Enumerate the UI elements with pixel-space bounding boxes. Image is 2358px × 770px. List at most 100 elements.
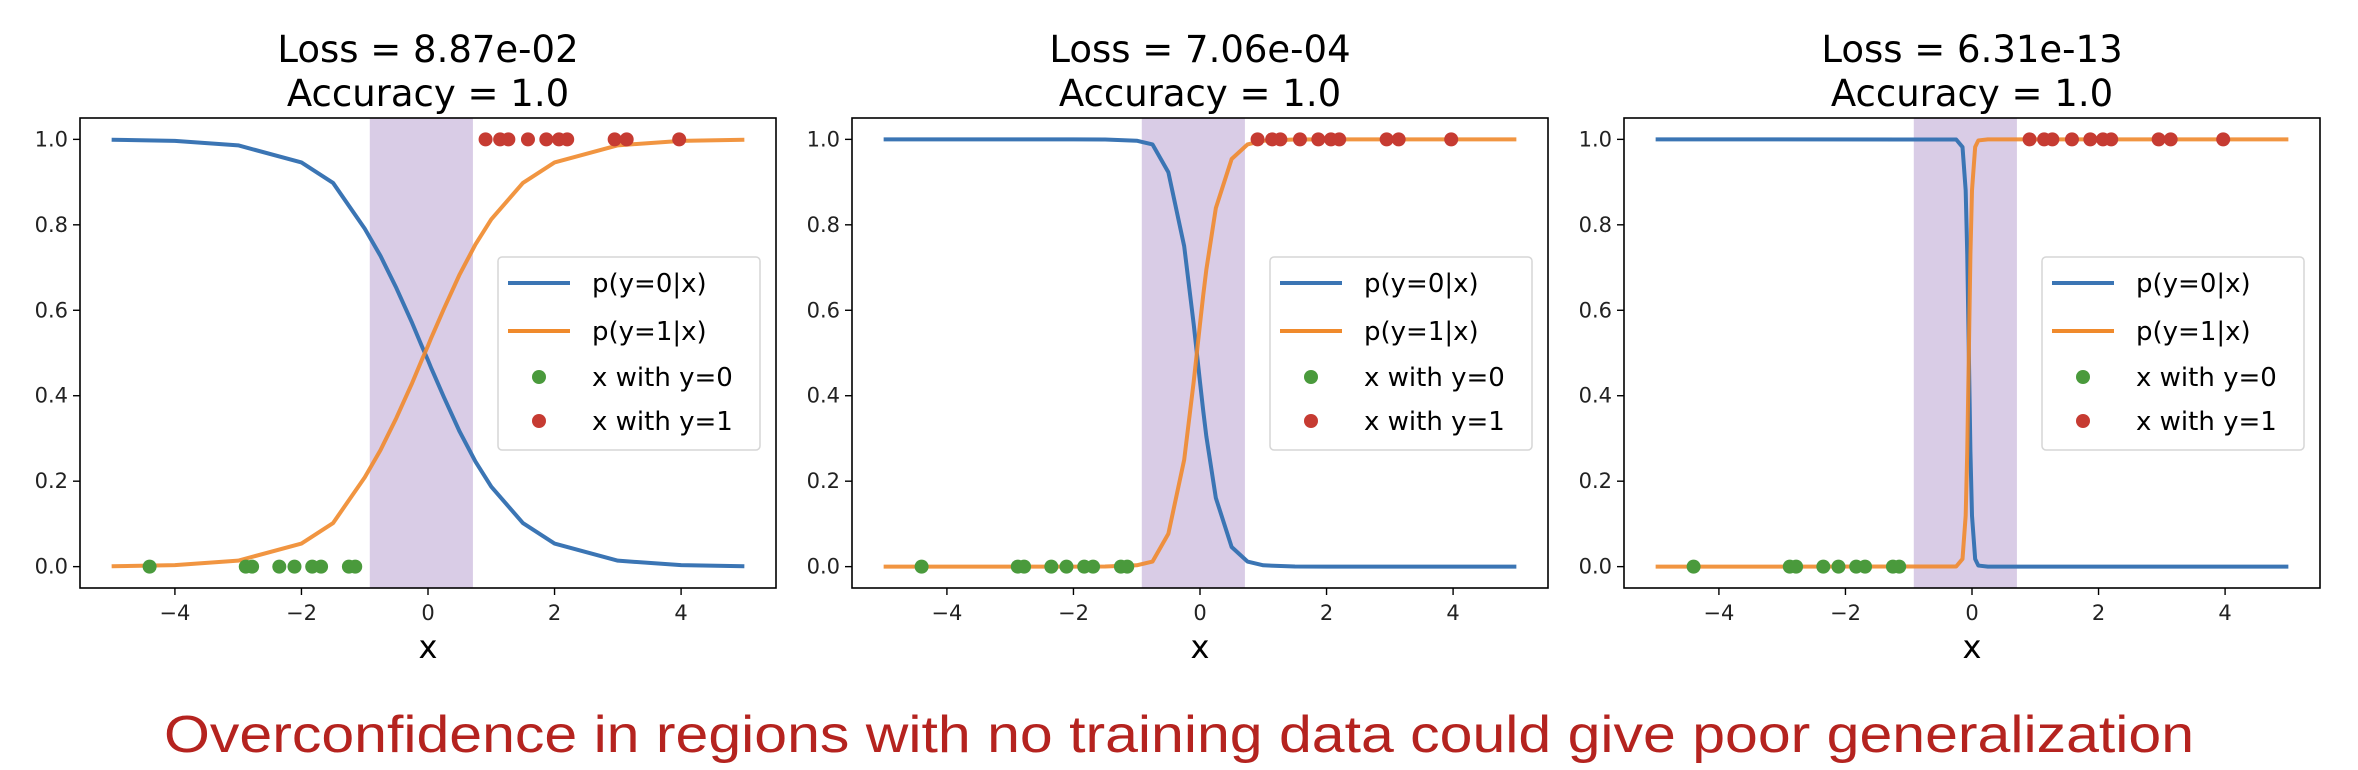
legend: p(y=0|x) p(y=1|x) x with y=0 x with y=1	[497, 256, 761, 451]
title-loss: Loss = 6.31e-13	[1821, 28, 2122, 71]
point-class-0	[1686, 559, 1701, 574]
x-tick-label: 0	[1965, 601, 1978, 625]
title-loss: Loss = 7.06e-04	[1049, 28, 1350, 71]
point-class-1	[1292, 132, 1307, 147]
legend-label: p(y=0|x)	[2136, 269, 2251, 299]
legend-marker-swatch	[532, 370, 546, 384]
y-tick-label: 0.0	[807, 555, 840, 579]
point-class-1	[1332, 132, 1347, 147]
point-class-1	[2163, 132, 2178, 147]
point-class-0	[314, 559, 329, 574]
legend-marker-swatch	[2076, 370, 2090, 384]
x-tick-label: 4	[1446, 601, 1459, 625]
legend-label: p(y=0|x)	[592, 269, 707, 299]
series-line-p-y1	[1655, 137, 2289, 569]
series-line-p-y0	[883, 137, 1517, 569]
point-class-0	[1789, 559, 1804, 574]
x-tick-label: −2	[1830, 601, 1861, 625]
point-class-1	[672, 132, 687, 147]
x-tick-label: 4	[674, 601, 687, 625]
y-tick-label: 0.2	[1579, 469, 1612, 493]
x-tick-label: 2	[1320, 601, 1333, 625]
x-axis-label: x	[419, 628, 438, 666]
point-class-1	[501, 132, 516, 147]
legend-label: p(y=1|x)	[2136, 317, 2251, 347]
point-class-1	[607, 132, 622, 147]
y-tick-label: 0.8	[1579, 213, 1612, 237]
y-tick-label: 0.4	[1579, 384, 1612, 408]
title-loss: Loss = 8.87e-02	[277, 28, 578, 71]
y-tick-label: 0.0	[35, 555, 68, 579]
point-class-1	[2045, 132, 2060, 147]
legend: p(y=0|x) p(y=1|x) x with y=0 x with y=1	[1269, 256, 1533, 451]
legend: p(y=0|x) p(y=1|x) x with y=0 x with y=1	[2041, 256, 2305, 451]
legend-box	[1269, 256, 1533, 451]
legend-label: x with y=0	[2136, 363, 2277, 393]
legend-marker-swatch	[2076, 414, 2090, 428]
x-tick-label: −4	[931, 601, 962, 625]
point-class-0	[287, 559, 302, 574]
y-tick-label: 1.0	[807, 127, 840, 151]
legend-marker-swatch	[1304, 370, 1318, 384]
point-class-1	[1444, 132, 1459, 147]
legend-box	[2041, 256, 2305, 451]
y-tick-label: 0.2	[35, 469, 68, 493]
y-tick-label: 0.6	[1579, 298, 1612, 322]
legend-label: x with y=1	[592, 407, 733, 437]
x-tick-label: 2	[2092, 601, 2105, 625]
y-tick-label: 1.0	[35, 127, 68, 151]
point-class-1	[2104, 132, 2119, 147]
title-accuracy: Accuracy = 1.0	[1059, 72, 1341, 115]
point-class-0	[142, 559, 157, 574]
point-class-1	[1379, 132, 1394, 147]
y-tick-label: 0.6	[807, 298, 840, 322]
point-class-1	[1273, 132, 1288, 147]
title-accuracy: Accuracy = 1.0	[1831, 72, 2113, 115]
point-class-1	[1391, 132, 1406, 147]
x-tick-label: 4	[2218, 601, 2231, 625]
x-tick-label: 0	[1193, 601, 1206, 625]
legend-box	[497, 256, 761, 451]
y-tick-label: 0.8	[35, 213, 68, 237]
y-tick-label: 0.4	[35, 384, 68, 408]
point-class-0	[272, 559, 287, 574]
legend-label: x with y=1	[2136, 407, 2277, 437]
x-axis-label: x	[1191, 628, 1210, 666]
y-tick-label: 0.6	[35, 298, 68, 322]
point-class-1	[1250, 132, 1265, 147]
point-class-1	[619, 132, 634, 147]
legend-label: x with y=0	[1364, 363, 1505, 393]
legend-label: p(y=0|x)	[1364, 269, 1479, 299]
y-tick-label: 0.0	[1579, 555, 1612, 579]
point-class-0	[1858, 559, 1873, 574]
x-tick-label: 2	[548, 601, 561, 625]
point-class-0	[914, 559, 929, 574]
series-line-p-y1	[111, 137, 745, 569]
shaded-region	[369, 118, 473, 588]
point-class-0	[1120, 559, 1135, 574]
point-class-1	[2064, 132, 2079, 147]
legend-label: p(y=1|x)	[1364, 317, 1479, 347]
point-class-0	[1086, 559, 1101, 574]
series-line-p-y0	[111, 137, 745, 569]
shaded-region	[1141, 118, 1245, 588]
y-tick-label: 0.4	[807, 384, 840, 408]
x-tick-label: −4	[159, 601, 190, 625]
point-class-1	[478, 132, 493, 147]
legend-label: x with y=1	[1364, 407, 1505, 437]
x-tick-label: −4	[1703, 601, 1734, 625]
legend-marker-swatch	[532, 414, 546, 428]
point-class-0	[1017, 559, 1032, 574]
point-class-0	[1892, 559, 1907, 574]
y-tick-label: 1.0	[1579, 127, 1612, 151]
x-tick-label: −2	[286, 601, 317, 625]
point-class-0	[1044, 559, 1059, 574]
y-tick-label: 0.8	[807, 213, 840, 237]
caption: Overconfidence in regions with no traini…	[164, 706, 2194, 764]
point-class-0	[1816, 559, 1831, 574]
legend-label: p(y=1|x)	[592, 317, 707, 347]
